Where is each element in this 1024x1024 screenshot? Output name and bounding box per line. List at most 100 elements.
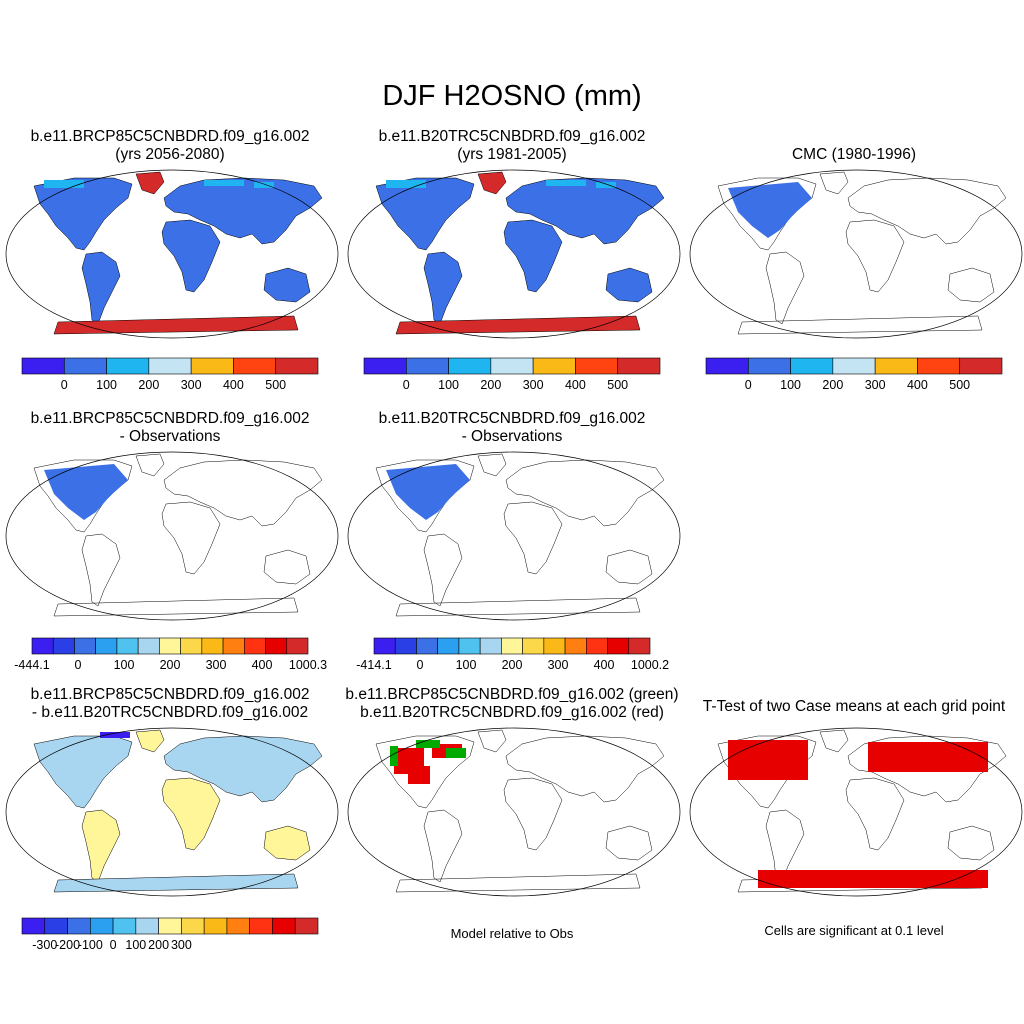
- colorbar-label: 0: [745, 378, 752, 392]
- colorbar-swatch: [617, 357, 661, 375]
- map-frame: [689, 169, 1023, 339]
- land-australia: [605, 267, 653, 303]
- colorbar-label: 200: [502, 658, 523, 672]
- map-historical-absolute: [347, 169, 681, 339]
- colorbar-swatch: [501, 637, 523, 655]
- land-na: [33, 735, 133, 809]
- colorbar-label: 500: [949, 378, 970, 392]
- colorbar-swatch: [294, 917, 319, 935]
- colorbar-swatch: [203, 917, 228, 935]
- colorbar-label: 100: [438, 378, 459, 392]
- colorbar-swatch: [181, 917, 205, 935]
- colorbar-label: 0: [75, 658, 82, 672]
- colorbar-swatch: [106, 357, 150, 375]
- colorbar-label: 300: [171, 938, 192, 952]
- panel-6-title-line1: b.e11.BRCP85C5CNBDRD.f09_g16.002: [30, 686, 310, 703]
- land-sa: [765, 251, 805, 325]
- colorbar-swatch: [148, 357, 192, 375]
- colorbar-label: 100: [114, 658, 135, 672]
- colorbar-label: 300: [523, 378, 544, 392]
- colorbar-swatch: [233, 357, 277, 375]
- colorbar-panel-4: -444.1 0 100 200 300 400 1000.3: [14, 637, 327, 672]
- colorbar-panel-1: 0 100 200 300 400 500: [21, 357, 319, 392]
- snow-band: [254, 182, 274, 188]
- colorbar-swatch: [874, 357, 918, 375]
- significant-cells: [728, 740, 808, 780]
- panel-8-title: T-Test of two Case means at each grid po…: [684, 698, 1024, 716]
- map-ttest-significance: [689, 727, 1023, 897]
- colorbar-label: -100: [78, 938, 103, 952]
- panel-4-title: b.e11.BRCP85C5CNBDRD.f09_g16.002 - Obser…: [0, 410, 340, 446]
- map-frame: [5, 451, 339, 621]
- colorbar-swatch: [564, 637, 587, 655]
- land-antarctica: [395, 315, 641, 335]
- land-greenland: [819, 171, 849, 195]
- land-eurasia: [505, 177, 665, 245]
- land-sa: [81, 533, 121, 607]
- map-cmc-observations: [689, 169, 1023, 339]
- panel-5-title: b.e11.B20TRC5CNBDRD.f09_g16.002 - Observ…: [342, 410, 682, 446]
- snow-band: [546, 180, 586, 186]
- colorbar-swatch: [159, 637, 181, 655]
- colorbar-label: 0: [403, 378, 410, 392]
- panel-6-title: b.e11.BRCP85C5CNBDRD.f09_g16.002 - b.e11…: [0, 686, 340, 722]
- colorbar-label: 400: [565, 378, 586, 392]
- colorbar-swatch: [586, 637, 608, 655]
- colorbar-panel-5: -414.1 0 100 200 300 400 1000.2: [356, 637, 669, 672]
- colorbar-label: 0: [417, 658, 424, 672]
- land-na: [33, 459, 133, 533]
- land-africa: [503, 219, 563, 293]
- colorbar-swatch: [95, 637, 118, 655]
- panel-2-title-line2: (yrs 1981-2005): [457, 146, 567, 163]
- colorbar-swatch: [135, 917, 159, 935]
- obs-na-snow: [728, 182, 812, 238]
- obs-na-snow: [44, 464, 128, 520]
- colorbar-swatch: [832, 357, 876, 375]
- map-rcp85-minus-obs: [5, 451, 339, 621]
- colorbar-swatch: [272, 917, 296, 935]
- panel-2-title: b.e11.B20TRC5CNBDRD.f09_g16.002 (yrs 198…: [342, 128, 682, 164]
- map-frame: [347, 451, 681, 621]
- colorbar-label: 100: [780, 378, 801, 392]
- land-africa: [503, 777, 563, 851]
- significant-cells: [758, 870, 988, 888]
- colorbar-swatch: [522, 637, 545, 655]
- colorbar-panel-2: 0 100 200 300 400 500: [363, 357, 661, 392]
- land-australia: [263, 549, 311, 585]
- land-australia: [263, 825, 311, 861]
- land-eurasia: [505, 459, 665, 527]
- colorbar-label: 300: [181, 378, 202, 392]
- colorbar-panel-6: -300-200-100 0 100 200 300: [21, 917, 319, 952]
- land-antarctica: [53, 597, 299, 617]
- panel-8-title-line1: T-Test of two Case means at each grid po…: [702, 698, 1006, 715]
- land-africa: [845, 219, 905, 293]
- map-green-red-comparison: [347, 727, 681, 897]
- land-na: [375, 735, 475, 809]
- panel-1-title-line2: (yrs 2056-2080): [115, 146, 225, 163]
- colorbar-swatch: [532, 357, 576, 375]
- colorbar-label: -300: [32, 938, 57, 952]
- colorbar-label: 200: [822, 378, 843, 392]
- colorbar-swatch: [790, 357, 834, 375]
- land-africa: [161, 219, 221, 293]
- colorbar-swatch: [112, 917, 137, 935]
- colorbar-label: 1000.3: [289, 658, 327, 672]
- colorbar-swatch: [31, 637, 54, 655]
- colorbar-swatch: [479, 637, 502, 655]
- land-africa: [503, 501, 563, 575]
- land-greenland: [135, 729, 165, 753]
- panel-6-title-line2: - b.e11.B20TRC5CNBDRD.f09_g16.002: [31, 704, 309, 721]
- colorbar-label: 300: [548, 658, 569, 672]
- colorbar-swatch: [363, 357, 407, 375]
- colorbar-label: 300: [865, 378, 886, 392]
- colorbar-swatch: [21, 917, 46, 935]
- colorbar-swatch: [286, 637, 309, 655]
- figure-title: DJF H2OSNO (mm): [382, 80, 642, 112]
- colorbar-swatch: [244, 637, 266, 655]
- colorbar-swatch: [222, 637, 245, 655]
- land-africa: [161, 501, 221, 575]
- colorbar-label: 0: [110, 938, 117, 952]
- map-rcp85-absolute: [5, 169, 339, 339]
- green-case-cells: [416, 740, 440, 748]
- colorbar-swatch: [416, 637, 438, 655]
